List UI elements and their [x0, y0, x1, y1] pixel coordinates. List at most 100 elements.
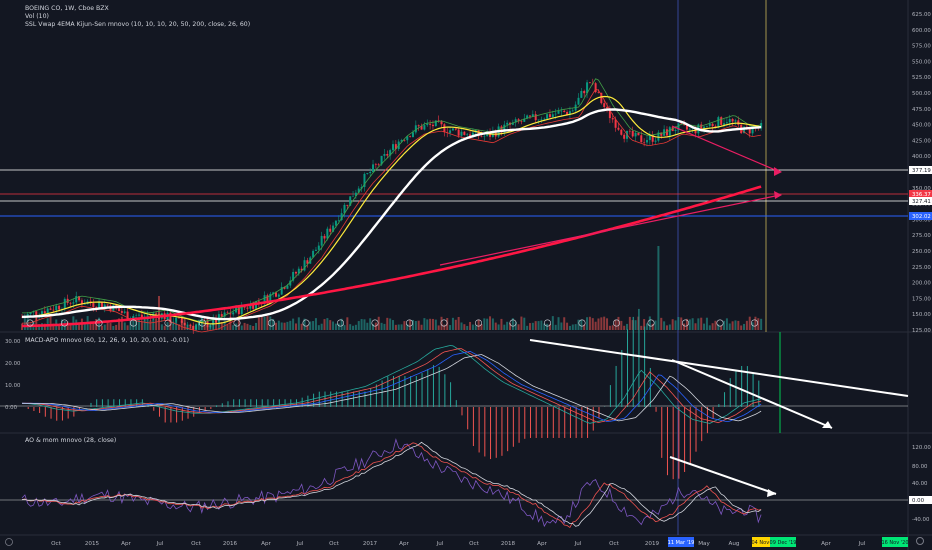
candle-body [680, 123, 683, 125]
volume-bar [217, 322, 220, 330]
time-axis-label: May [698, 541, 710, 547]
candle-body [297, 268, 300, 274]
macd-hist-bar [632, 316, 634, 407]
candle-body [80, 300, 83, 305]
candle-body [563, 110, 566, 112]
timezone-icon[interactable] [5, 538, 13, 546]
volume-bar [534, 321, 537, 330]
candle-body [588, 82, 591, 83]
volume-bar [323, 319, 326, 330]
candle-body [683, 123, 686, 126]
svg-text:327.41: 327.41 [912, 199, 931, 205]
candle-body [751, 127, 754, 134]
volume-bar [155, 318, 158, 330]
volume-bar [314, 318, 317, 330]
time-axis-label: 2017 [363, 541, 378, 547]
candle-body [177, 317, 180, 319]
volume-bar [383, 323, 386, 330]
volume-bar [668, 324, 671, 330]
volume-bar [546, 323, 549, 330]
candle-body [466, 134, 469, 135]
volume-bar [138, 319, 141, 330]
candle-body [517, 119, 520, 122]
volume-bar [454, 319, 457, 330]
volume-bar [503, 324, 506, 330]
candle-body [314, 249, 317, 251]
candle-body [454, 128, 457, 130]
volume-bar [717, 324, 720, 330]
macd-hist-bar [353, 391, 355, 407]
volume-bar [440, 316, 443, 330]
volume-bar [740, 325, 743, 330]
trendline-ao [669, 456, 777, 495]
candle-body [366, 173, 369, 174]
price-axis-label: 250.00 [912, 249, 931, 255]
volume-bar [463, 324, 466, 330]
macd-hist-bar [290, 399, 292, 407]
volume-bar [645, 323, 648, 330]
candle-body [411, 132, 414, 138]
volume-bar [743, 323, 746, 330]
candle-body [394, 144, 397, 150]
svg-text:04 Nov '19: 04 Nov '19 [751, 540, 778, 546]
candle-body [597, 92, 600, 93]
ema-slow-line [21, 108, 762, 321]
volume-bar [237, 316, 240, 330]
volume-bar [583, 324, 586, 330]
candle-body [514, 119, 517, 123]
macd-hist-bar [56, 407, 58, 421]
volume-bar [606, 318, 609, 330]
volume-bar [215, 318, 218, 330]
trendline-macd-long [529, 339, 909, 397]
ao-axis: 120.00 80.00 40.00 0.00 -40.00 [909, 445, 932, 523]
candle-body [554, 113, 557, 115]
candle-body [606, 107, 609, 109]
volume-bar [566, 322, 569, 330]
signal-marker [474, 319, 482, 327]
candle-body [717, 117, 720, 128]
volume-bar [66, 321, 69, 330]
volume-bar [129, 319, 132, 330]
candle-body [423, 125, 426, 130]
volume-bar [220, 322, 223, 330]
price-tag: 302.02 [909, 212, 932, 220]
candle-body [611, 118, 614, 120]
macd-hist-bar [238, 399, 240, 407]
macd-hist-bar [387, 376, 389, 407]
volume-bar [337, 323, 340, 330]
trendline-drawings[interactable] [439, 125, 909, 497]
macd-smooth-line [22, 354, 762, 422]
volume-bar [443, 324, 446, 330]
volume-bar [360, 319, 363, 330]
svg-text:09 Dec '19: 09 Dec '19 [770, 540, 797, 546]
volume-bar [449, 325, 452, 330]
volume-bar [309, 321, 312, 330]
volume-bar [665, 325, 668, 330]
volume-bar [180, 320, 183, 330]
candle-body [334, 220, 337, 226]
volume-bar [417, 320, 420, 330]
settings-gear-icon[interactable] [916, 537, 924, 545]
macd-axis-label: 10.00 [5, 383, 21, 389]
candle-body [277, 294, 280, 297]
volume-bar [489, 316, 492, 330]
volume-bar [394, 324, 397, 330]
volume-bar [300, 323, 303, 330]
macd-hist-bar [153, 407, 155, 411]
macd-hist-bar [124, 399, 126, 407]
candle-body [43, 311, 46, 314]
price-axis-label: 225.00 [912, 265, 931, 271]
macd-hist-bar [398, 376, 400, 407]
volume-bar [146, 317, 149, 330]
volume-bars [21, 246, 763, 330]
volume-bar [197, 319, 200, 330]
macd-hist-bar [198, 407, 200, 413]
volume-bar [434, 319, 437, 330]
volume-bar [466, 325, 469, 330]
macd-axis: 30.00 20.00 10.00 0.00 [5, 339, 21, 411]
signal-marker [164, 319, 172, 327]
volume-bar [43, 323, 46, 330]
